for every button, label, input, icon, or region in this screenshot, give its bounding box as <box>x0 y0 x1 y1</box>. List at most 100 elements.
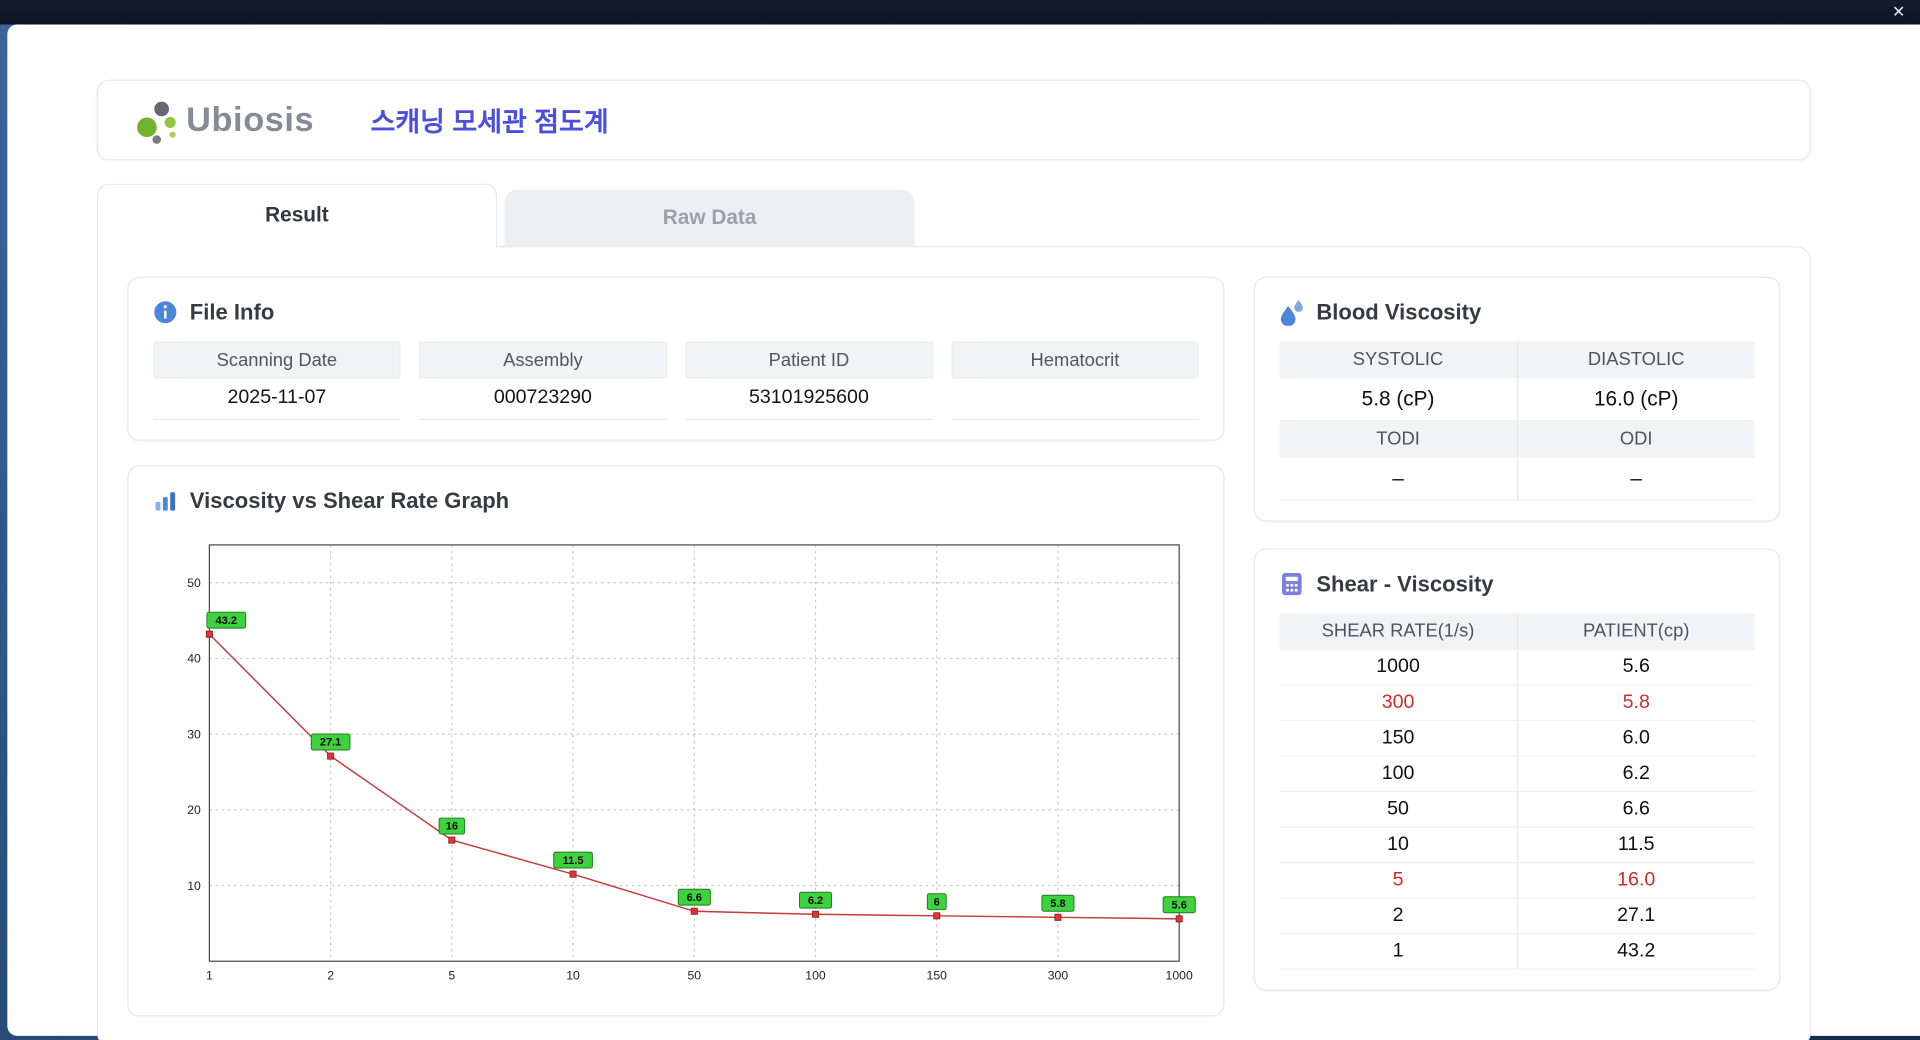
svg-text:10: 10 <box>187 879 201 893</box>
svg-text:5.8: 5.8 <box>1050 898 1065 910</box>
bv-cell: 5.8 (cP) <box>1361 386 1435 411</box>
patient-cell: 6.0 <box>1516 721 1755 756</box>
svg-text:50: 50 <box>687 969 701 983</box>
graph-title: Viscosity vs Shear Rate Graph <box>153 486 1199 515</box>
svg-text:6.2: 6.2 <box>808 895 823 907</box>
svg-text:10: 10 <box>566 969 580 983</box>
svg-text:43.2: 43.2 <box>216 615 237 627</box>
water-drops-icon <box>1280 300 1303 326</box>
table-row: 1 43.2 <box>1279 934 1755 970</box>
viscosity-chart: 10 20 30 40 50 1 2 5 10 50 100 150 300 1000 43.2 27.1 16… <box>187 544 1196 983</box>
shear-viscosity-title: Shear - Viscosity <box>1280 569 1755 598</box>
logo-text: Ubiosis <box>186 100 315 139</box>
right-column: Blood Viscosity SYSTOLIC DIASTOLIC 5.8 (cP… <box>1253 276 1781 1017</box>
bv-row: TODI ODI <box>1279 421 1755 458</box>
bv-cell: ODI <box>1516 421 1755 457</box>
tab-bar: Result Raw Data <box>96 182 1811 248</box>
bv-cell: SYSTOLIC <box>1279 341 1517 378</box>
shear-viscosity-table: SHEAR RATE(1/s) PATIENT(cp) 1000 5.6 300 5.8 1… <box>1279 613 1755 970</box>
patient-cell: 27.1 <box>1516 898 1755 934</box>
svg-text:5.6: 5.6 <box>1172 899 1187 911</box>
bv-cell: – <box>1392 466 1404 490</box>
svg-text:100: 100 <box>805 969 826 983</box>
file-info-title-text: File Info <box>189 300 275 325</box>
bv-row: SYSTOLIC DIASTOLIC <box>1279 341 1755 379</box>
app-header: Ubiosis 스캐닝 모세관 점도계 <box>96 79 1812 161</box>
file-info-field: Patient ID 53101925600 <box>685 341 933 420</box>
patient-cell: 5.6 <box>1516 650 1755 685</box>
bv-cell: 16.0 (cP) <box>1516 378 1755 420</box>
shear-rate-cell: 1000 <box>1376 656 1420 678</box>
field-value: 53101925600 <box>685 378 933 420</box>
field-label: Assembly <box>419 341 667 379</box>
bv-row: – – <box>1279 457 1755 501</box>
app-title: 스캐닝 모세관 점도계 <box>370 106 609 138</box>
svg-text:27.1: 27.1 <box>320 737 341 749</box>
left-column: File Info Scanning Date 2025-11-07 Assembl… <box>127 276 1225 1017</box>
svg-text:6: 6 <box>934 896 940 908</box>
table-row: 150 6.0 <box>1279 721 1755 757</box>
table-row: 10 11.5 <box>1279 827 1755 864</box>
patient-cell: 6.6 <box>1516 792 1755 827</box>
svg-text:6.6: 6.6 <box>687 892 702 904</box>
svg-text:5: 5 <box>448 969 455 983</box>
blood-viscosity-title-text: Blood Viscosity <box>1316 300 1482 325</box>
file-info-title: File Info <box>153 298 1199 327</box>
svg-text:50: 50 <box>187 576 201 590</box>
table-row: 300 5.8 <box>1279 685 1755 722</box>
shear-rate-cell: 300 <box>1381 691 1415 713</box>
shear-rate-cell: 10 <box>1387 833 1409 855</box>
field-label: Hematocrit <box>951 341 1199 379</box>
calculator-icon <box>1282 573 1302 596</box>
svg-text:16: 16 <box>446 821 458 833</box>
table-row: 5 16.0 <box>1279 863 1755 899</box>
table-row: 50 6.6 <box>1279 792 1755 828</box>
file-info-field: Hematocrit <box>951 341 1199 420</box>
shear-rate-cell: 5 <box>1392 869 1404 891</box>
graph-title-text: Viscosity vs Shear Rate Graph <box>189 488 510 514</box>
bv-row: 5.8 (cP) 16.0 (cP) <box>1279 378 1755 422</box>
shear-rate-cell: 100 <box>1381 762 1415 784</box>
sv-header-cell: SHEAR RATE(1/s) <box>1279 613 1517 649</box>
field-value: 000723290 <box>419 378 667 420</box>
sv-header-row: SHEAR RATE(1/s) PATIENT(cp) <box>1279 613 1755 651</box>
svg-text:1000: 1000 <box>1166 969 1193 983</box>
shear-viscosity-card: Shear - Viscosity SHEAR RATE(1/s) PATIENT… <box>1253 548 1781 991</box>
field-label: Patient ID <box>685 341 933 379</box>
svg-text:40: 40 <box>187 652 201 666</box>
blood-viscosity-table: SYSTOLIC DIASTOLIC 5.8 (cP) 16.0 (cP) TODI OD… <box>1279 341 1755 501</box>
bv-cell: TODI <box>1279 421 1517 457</box>
ubiosis-logo: Ubiosis <box>132 94 314 145</box>
blood-viscosity-title: Blood Viscosity <box>1280 298 1755 327</box>
sv-header-cell: PATIENT(cp) <box>1516 613 1755 649</box>
file-info-card: File Info Scanning Date 2025-11-07 Assembl… <box>127 276 1225 441</box>
patient-cell: 43.2 <box>1516 934 1755 969</box>
svg-text:300: 300 <box>1048 969 1069 983</box>
bv-cell: DIASTOLIC <box>1516 341 1755 378</box>
info-icon <box>154 301 177 324</box>
close-button[interactable]: ✕ <box>1891 2 1906 21</box>
patient-cell: 6.2 <box>1516 756 1755 792</box>
shear-rate-cell: 50 <box>1387 798 1409 820</box>
tab-raw-data[interactable]: Raw Data <box>504 189 915 247</box>
table-row: 100 6.2 <box>1279 756 1755 793</box>
field-value: 2025-11-07 <box>153 378 401 420</box>
field-value <box>951 378 1199 420</box>
table-row: 2 27.1 <box>1279 898 1755 935</box>
table-row: 1000 5.6 <box>1279 650 1755 686</box>
file-info-fields: Scanning Date 2025-11-07 Assembly 000723290… <box>153 341 1199 420</box>
shear-viscosity-title-text: Shear - Viscosity <box>1316 571 1494 597</box>
patient-cell: 5.8 <box>1516 685 1755 720</box>
svg-text:2: 2 <box>327 969 334 983</box>
logo-dots-icon <box>137 101 176 144</box>
svg-text:30: 30 <box>187 727 201 741</box>
blood-viscosity-card: Blood Viscosity SYSTOLIC DIASTOLIC 5.8 (cP… <box>1253 276 1781 522</box>
patient-cell: 16.0 <box>1516 863 1755 898</box>
svg-text:20: 20 <box>187 803 201 817</box>
file-info-field: Assembly 000723290 <box>419 341 667 420</box>
tab-result[interactable]: Result <box>96 183 498 248</box>
svg-text:150: 150 <box>927 969 948 983</box>
field-label: Scanning Date <box>153 341 401 379</box>
file-info-field: Scanning Date 2025-11-07 <box>153 341 401 420</box>
graph-card: Viscosity vs Shear Rate Graph 10 20 30 40 50… <box>127 465 1225 1017</box>
